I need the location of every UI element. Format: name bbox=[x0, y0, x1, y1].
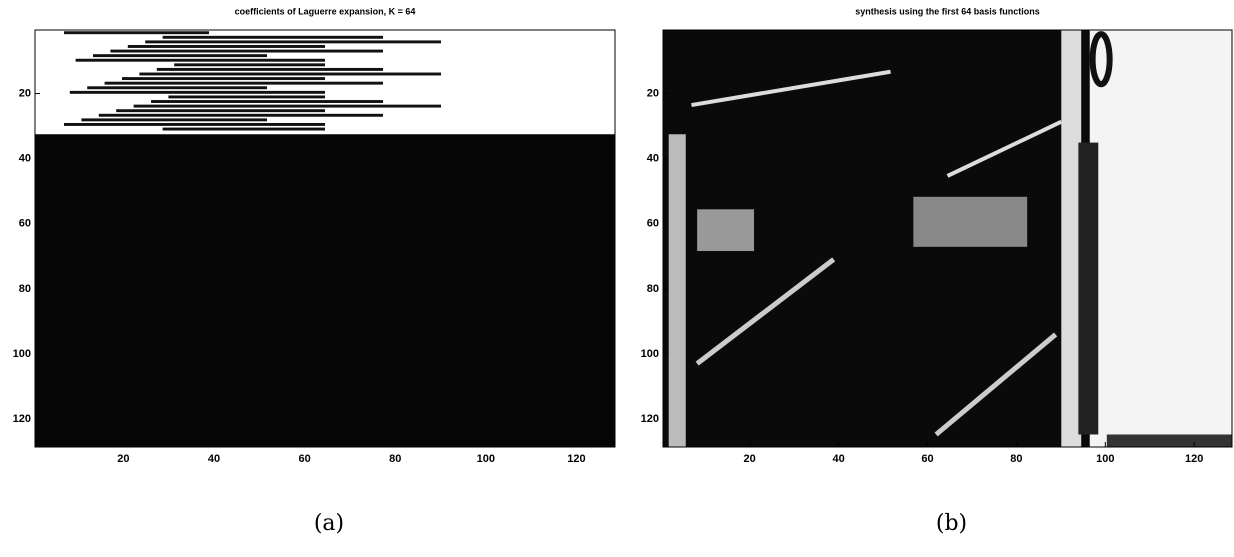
x-tick-label: 40 bbox=[208, 453, 220, 465]
image-streak bbox=[81, 118, 268, 122]
plot-title: synthesis using the first 64 basis funct… bbox=[855, 6, 1040, 16]
image-streak bbox=[156, 67, 383, 71]
image-beam bbox=[934, 332, 1058, 437]
image-panel bbox=[913, 196, 1028, 247]
image-beam bbox=[695, 257, 836, 366]
x-tick-label: 80 bbox=[1010, 453, 1022, 465]
x-tick-label: 20 bbox=[744, 453, 756, 465]
image-floor bbox=[1106, 434, 1232, 447]
image-ring bbox=[1089, 31, 1113, 88]
x-tick-label: 20 bbox=[117, 453, 129, 465]
image-panel bbox=[697, 209, 755, 252]
y-tick-label: 80 bbox=[647, 283, 659, 295]
y-tick-label: 120 bbox=[13, 413, 31, 425]
x-tick-label: 60 bbox=[298, 453, 310, 465]
image-streak bbox=[104, 81, 383, 85]
image-streak bbox=[87, 86, 267, 90]
image-streak bbox=[162, 127, 325, 131]
image-streak bbox=[162, 35, 383, 39]
image-streak bbox=[122, 77, 325, 81]
image-beam bbox=[946, 119, 1063, 178]
image-pillar bbox=[668, 134, 686, 447]
y-tick-label: 100 bbox=[13, 348, 31, 360]
image-beam bbox=[691, 69, 891, 108]
x-tick-label: 40 bbox=[832, 453, 844, 465]
image-streak bbox=[93, 54, 267, 58]
image-streak bbox=[75, 58, 325, 62]
image-dark-bar bbox=[1078, 142, 1099, 435]
image-streak bbox=[145, 40, 441, 44]
y-tick-label: 100 bbox=[641, 348, 659, 360]
image-light bbox=[1089, 30, 1232, 447]
x-tick-label: 100 bbox=[1096, 453, 1114, 465]
image-streak bbox=[116, 109, 325, 113]
image-streak bbox=[168, 95, 325, 99]
image-streak bbox=[127, 45, 325, 48]
plot-title: coefficients of Laguerre expansion, K = … bbox=[235, 6, 416, 16]
image-streak bbox=[64, 122, 325, 126]
x-tick-label: 80 bbox=[389, 453, 401, 465]
y-tick-label: 120 bbox=[641, 413, 659, 425]
caption: (b) bbox=[936, 511, 967, 536]
image-streak bbox=[98, 113, 384, 117]
image-streak bbox=[69, 90, 325, 94]
y-tick-label: 60 bbox=[647, 218, 659, 230]
y-tick-label: 80 bbox=[19, 283, 31, 295]
y-tick-label: 20 bbox=[647, 87, 659, 99]
x-tick-label: 100 bbox=[477, 453, 495, 465]
y-tick-label: 40 bbox=[19, 153, 31, 165]
x-tick-label: 120 bbox=[567, 453, 585, 465]
axes-frame bbox=[34, 29, 616, 448]
y-tick-label: 20 bbox=[19, 87, 31, 99]
image-streak bbox=[64, 31, 209, 35]
image-streak bbox=[174, 63, 325, 67]
x-tick-label: 60 bbox=[921, 453, 933, 465]
image-streak bbox=[139, 72, 441, 76]
image-streak bbox=[110, 49, 384, 53]
image-streak bbox=[151, 100, 383, 103]
caption: (a) bbox=[314, 511, 344, 536]
image-pillar bbox=[1061, 30, 1082, 447]
y-tick-label: 40 bbox=[647, 153, 659, 165]
image-streak bbox=[133, 104, 441, 108]
x-tick-label: 120 bbox=[1185, 453, 1203, 465]
y-tick-label: 60 bbox=[19, 218, 31, 230]
axes-frame bbox=[662, 29, 1233, 448]
